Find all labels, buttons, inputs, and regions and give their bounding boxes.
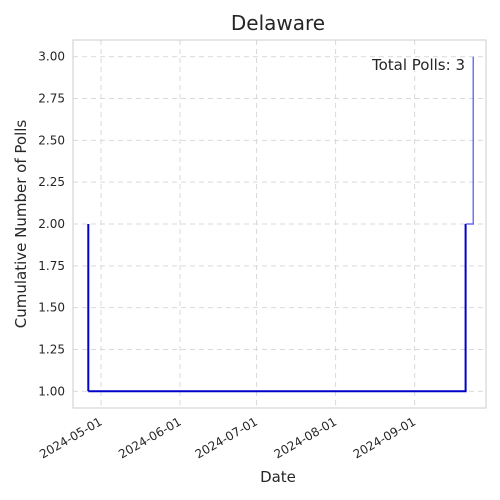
chart-title: Delaware bbox=[231, 11, 325, 35]
y-tick-labels: 1.00 1.25 1.50 1.75 2.00 2.25 2.50 2.75 3.00 bbox=[38, 50, 65, 399]
y-tick-label: 3.00 bbox=[38, 50, 65, 64]
x-tick-label: 2024-05-01 bbox=[37, 414, 104, 461]
x-tick-label: 2024-09-01 bbox=[351, 414, 418, 461]
x-tick-labels: 2024-05-01 2024-06-01 2024-07-01 2024-08-01… bbox=[37, 414, 418, 461]
y-tick-label: 1.50 bbox=[38, 301, 65, 315]
total-polls-annotation: Total Polls: 3 bbox=[371, 56, 465, 74]
y-tick-label: 2.75 bbox=[38, 92, 65, 106]
y-tick-label: 1.00 bbox=[38, 384, 65, 398]
series-layer bbox=[87, 56, 474, 393]
series-line bbox=[88, 224, 467, 393]
y-tick-label: 1.75 bbox=[38, 259, 65, 273]
y-tick-label: 2.25 bbox=[38, 175, 65, 189]
series-line bbox=[465, 56, 474, 225]
y-tick-label: 2.00 bbox=[38, 217, 65, 231]
x-tick-label: 2024-07-01 bbox=[193, 414, 260, 461]
y-tick-label: 2.50 bbox=[38, 133, 65, 147]
plot-frame bbox=[72, 39, 487, 409]
grid bbox=[73, 40, 486, 408]
x-tick-label: 2024-08-01 bbox=[272, 414, 339, 461]
y-axis-label: Cumulative Number of Polls bbox=[12, 120, 30, 329]
y-tick-label: 1.25 bbox=[38, 342, 65, 356]
x-axis-label: Date bbox=[260, 468, 296, 486]
x-tick-label: 2024-06-01 bbox=[116, 414, 183, 461]
